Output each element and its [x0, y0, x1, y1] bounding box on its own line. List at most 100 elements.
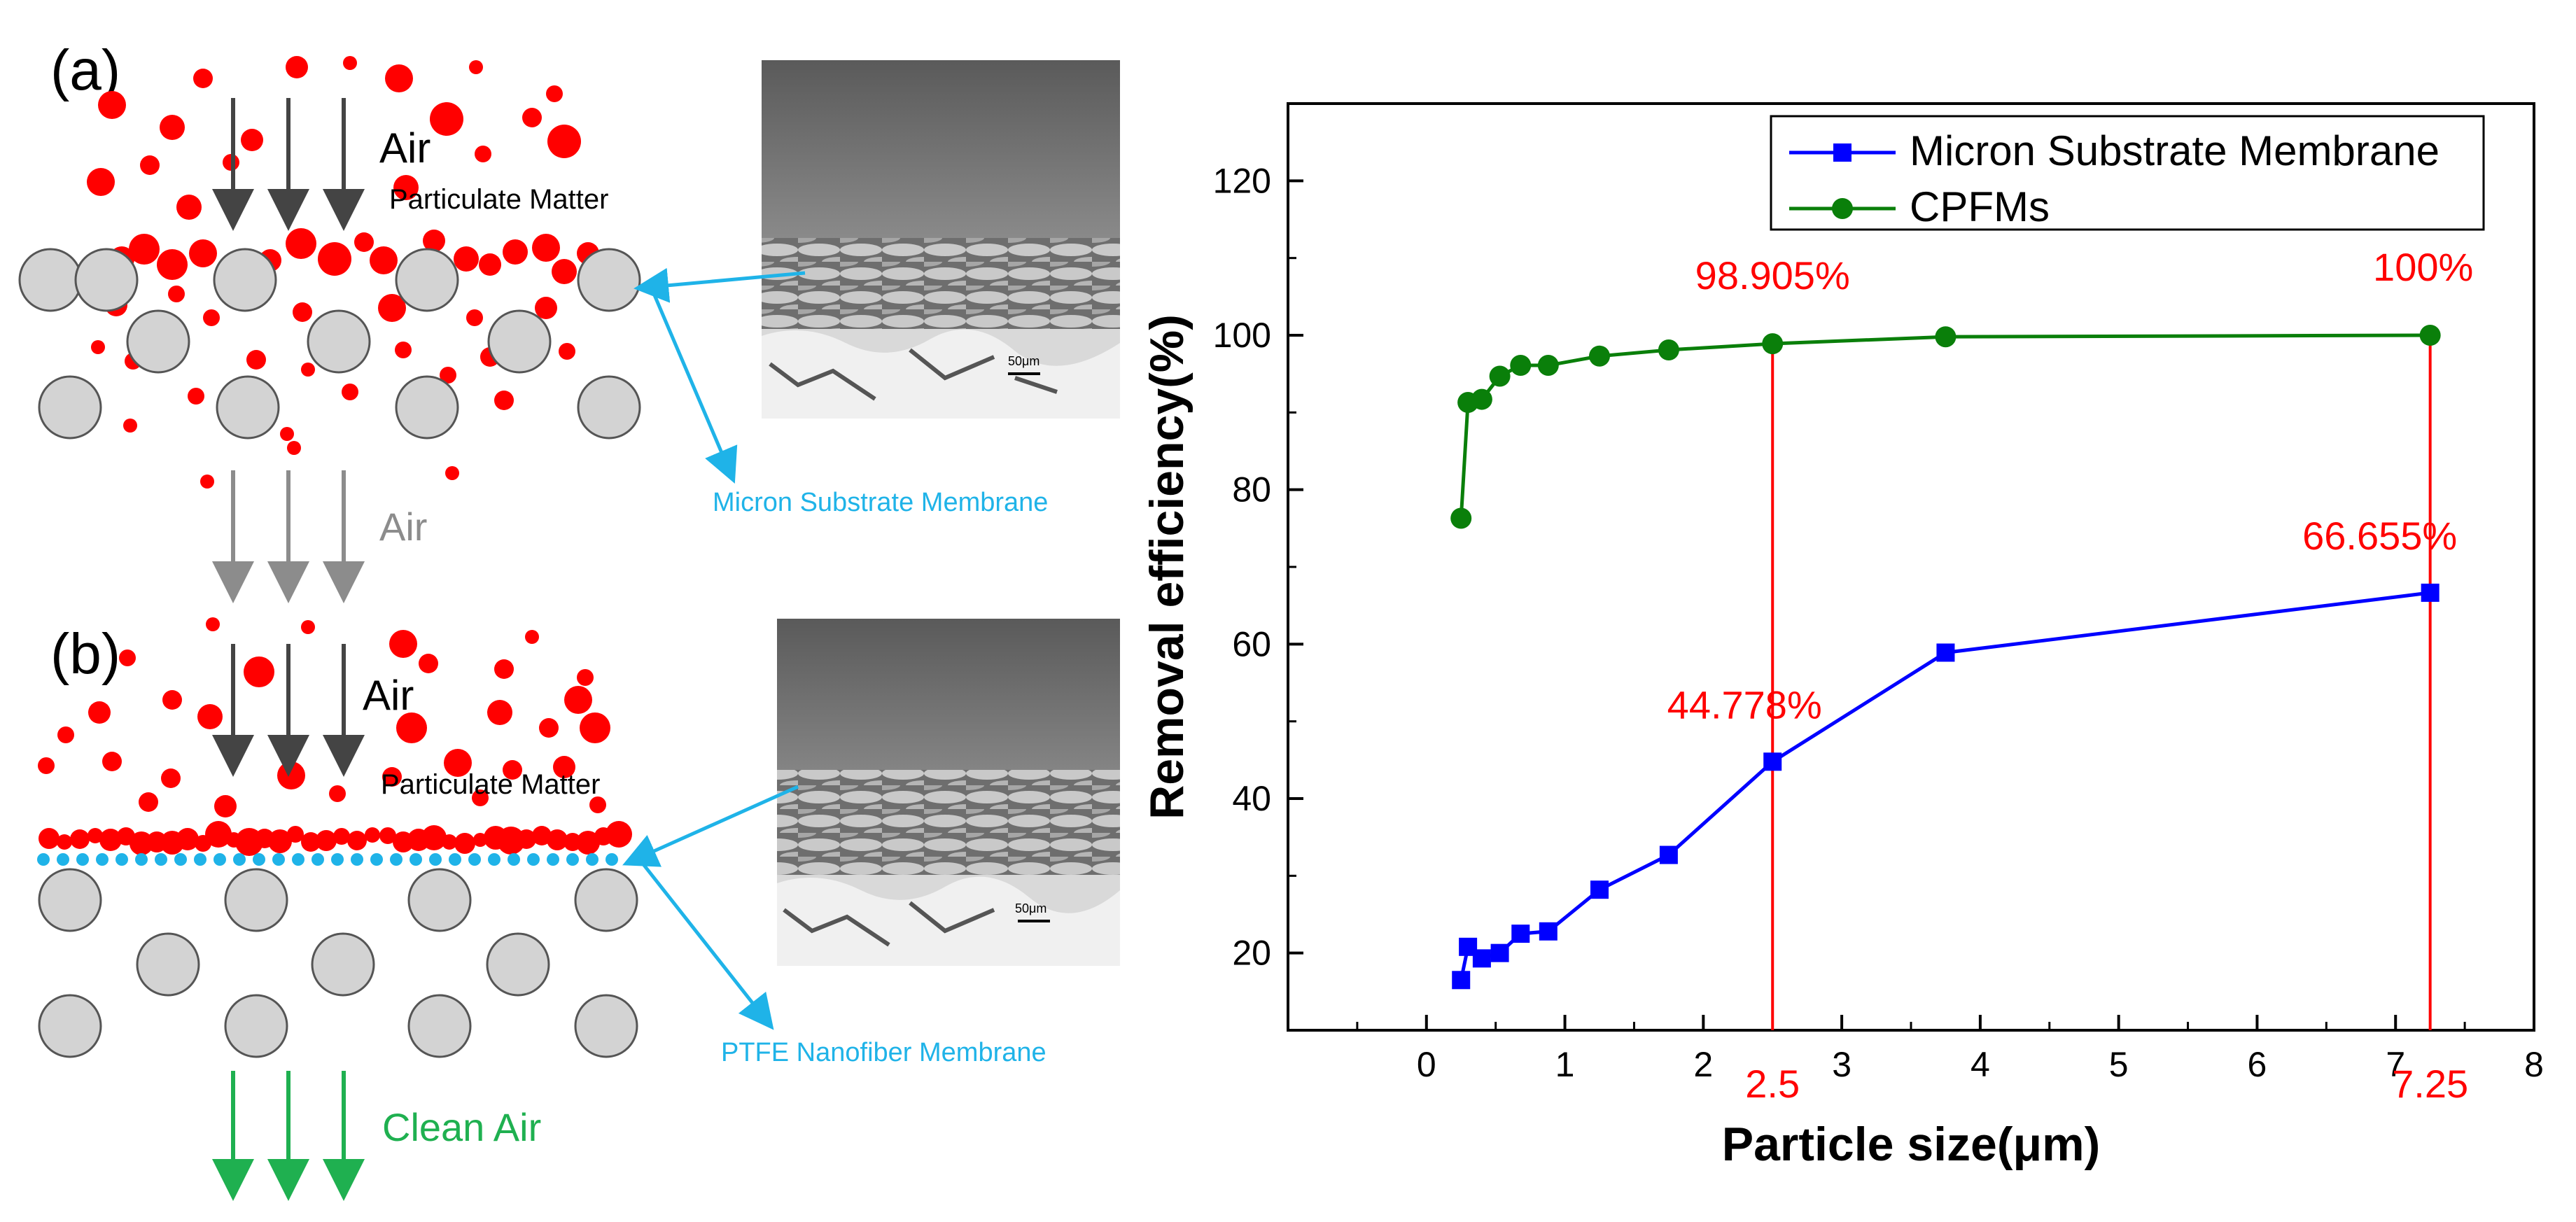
particle: [200, 475, 214, 489]
particle: [246, 350, 266, 370]
particle: [479, 253, 501, 276]
data-point-cpfms: [1762, 333, 1784, 355]
nanofiber-dot: [507, 853, 520, 866]
particle: [157, 249, 188, 280]
panel-a-callout: [634, 267, 806, 484]
particle: [140, 155, 160, 175]
particle: [552, 259, 577, 284]
particle: [329, 785, 346, 802]
filter-cake-particle: [421, 825, 447, 850]
panel-a-sem-image: 50μm: [762, 60, 1120, 419]
particle: [553, 756, 575, 778]
panel-a-membrane-label: Micron Substrate Membrane: [713, 488, 1048, 517]
particle: [385, 64, 413, 92]
data-point-micron: [1590, 880, 1609, 899]
nanofiber-dot: [76, 853, 89, 866]
fiber-cross-section: [38, 868, 102, 932]
particle: [197, 704, 223, 729]
filter-cake-particle: [517, 829, 536, 849]
legend-label-micron: Micron Substrate Membrane: [1910, 127, 2440, 174]
nanofiber-dot: [135, 853, 148, 866]
filter-cake-particle: [70, 829, 90, 849]
fiber-cross-section: [395, 248, 459, 312]
fiber-cross-section: [38, 375, 102, 440]
nanofiber-dot: [233, 853, 246, 866]
particle: [423, 230, 445, 252]
nanofiber-dot: [253, 853, 265, 866]
filter-cake-particle: [268, 829, 292, 853]
fiber-cross-section: [224, 868, 288, 932]
particle: [444, 749, 472, 777]
particle: [193, 69, 213, 88]
reference-lines: 2.5 7.25: [1745, 335, 2468, 1106]
removal-efficiency-chart: 0 1 2 3 4 5 6 7 8 20 40 60 80 100 120 2.5 7.25 98.905% 1…: [1140, 102, 2544, 1171]
particle: [301, 363, 315, 377]
particle: [503, 239, 528, 265]
particle: [119, 649, 136, 666]
particle: [419, 654, 438, 673]
particle: [389, 630, 417, 658]
x-tick-label: 1: [1555, 1045, 1575, 1084]
plot-frame: [1287, 102, 2535, 1032]
particle: [430, 102, 463, 136]
particle: [286, 56, 308, 78]
particle: [378, 294, 406, 322]
particle: [547, 125, 581, 158]
particle: [382, 767, 402, 787]
fiber-cross-section: [577, 248, 641, 312]
nanofiber-dot: [449, 853, 461, 866]
x-tick-label: 4: [1970, 1045, 1990, 1084]
nanofiber-dot: [429, 853, 442, 866]
x-tick-label: 5: [2109, 1045, 2129, 1084]
nanofiber-dot: [331, 853, 344, 866]
filter-cake-particle: [454, 833, 475, 854]
particle: [564, 686, 592, 714]
panel-a-sem-scale: 50μm: [1008, 354, 1040, 368]
data-point-micron: [1539, 922, 1558, 941]
particle: [203, 309, 220, 326]
y-axis-label: Removal efficiency(%): [1140, 314, 1194, 820]
filter-cake-particle: [379, 827, 396, 844]
particle: [98, 91, 126, 119]
filter-cake-particle: [57, 834, 72, 850]
panel-b-membrane-label: PTFE Nanofiber Membrane: [721, 1038, 1046, 1067]
data-point-cpfms: [1450, 507, 1472, 529]
particle: [475, 146, 491, 162]
fiber-cross-section: [486, 932, 550, 997]
particle: [577, 669, 594, 686]
fiber-cross-section: [224, 994, 288, 1058]
filter-cake-particle: [176, 828, 199, 850]
particle: [440, 367, 456, 384]
filter-cake-particle: [365, 827, 380, 843]
legend-label-cpfms: CPFMs: [1910, 183, 2050, 230]
particle: [301, 620, 315, 634]
value-annotation: 100%: [2373, 245, 2473, 289]
particle: [318, 242, 351, 276]
filter-cake-particle: [532, 826, 552, 845]
nanofiber-dot: [410, 853, 422, 866]
nanofiber-dot: [37, 853, 50, 866]
nanofiber-dot: [194, 853, 206, 866]
nanofiber-dot: [606, 853, 618, 866]
particle: [139, 792, 158, 812]
particle: [241, 129, 263, 151]
panel-a-outlet-label: Air: [379, 505, 427, 549]
axes-ticks: 0 1 2 3 4 5 6 7 8 20 40 60 80 100 120: [1213, 161, 2544, 1084]
data-point-cpfms: [2419, 325, 2441, 346]
y-tick-label: 80: [1232, 470, 1271, 510]
particle: [277, 761, 305, 789]
panel-b-nanofiber-layer: [37, 853, 618, 866]
particle: [129, 234, 160, 265]
filter-cake-particle: [606, 821, 632, 848]
particle: [123, 419, 137, 433]
fiber-cross-section: [407, 868, 472, 932]
particle: [343, 56, 357, 70]
particle: [280, 427, 294, 441]
particle: [189, 239, 217, 267]
data-point-cpfms: [1935, 326, 1956, 348]
particle: [88, 701, 111, 724]
nanofiber-dot: [547, 853, 559, 866]
panel-b-sem-image: 50μm: [777, 619, 1120, 966]
data-point-micron: [1472, 949, 1491, 968]
fiber-cross-section: [126, 309, 190, 374]
